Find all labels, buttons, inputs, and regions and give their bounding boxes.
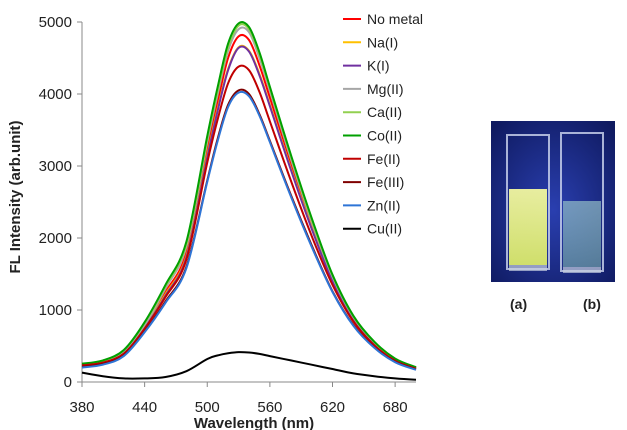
series-line-fe-ii [81,64,417,370]
x-axis: 380 440 500 560 620 680 [69,381,416,416]
legend-label: Mg(II) [367,81,404,97]
cuvette-a-liquid [509,189,547,265]
y-tick-label: 2000 [39,230,72,247]
cuvette-b-liquid [563,201,601,267]
series-line-fe-iii [81,88,417,371]
series-line-no-metal [81,33,417,369]
x-tick-label: 440 [132,399,157,416]
series-line-co-ii [81,21,417,369]
caption-a: (a) [510,296,528,312]
y-axis: 0 1000 2000 3000 4000 5000 [39,14,83,391]
legend-label: Fe(II) [367,151,400,167]
legend-label: Na(I) [367,34,398,50]
y-tick-label: 3000 [39,158,72,175]
cuvette-a [506,134,550,271]
legend: No metal Na(I) K(I) Mg(II) Ca(II) Co(II) Fe(II… [343,11,423,237]
x-tick-label: 500 [195,399,220,416]
series-line-zn-ii [81,90,417,371]
x-tick-label: 620 [320,399,345,416]
legend-label: No metal [367,11,423,27]
legend-label: Co(II) [367,128,402,144]
x-tick-label: 560 [257,399,282,416]
legend-label: Fe(III) [367,174,404,190]
caption-b: (b) [583,296,601,312]
y-tick-label: 4000 [39,86,72,103]
legend-label: K(I) [367,58,390,74]
legend-label: Zn(II) [367,197,400,213]
y-tick-label: 1000 [39,302,72,319]
y-tick-label: 0 [64,374,72,391]
x-axis-title: Wavelength (nm) [194,415,314,430]
y-tick-label: 5000 [39,14,72,31]
cuvette-photo [491,121,615,282]
legend-label: Cu(II) [367,221,402,237]
series-line-cu-ii [81,351,417,381]
legend-label: Ca(II) [367,104,402,120]
y-axis-title: FL Intensity (arb.unit) [7,120,24,273]
cuvette-b [560,132,604,273]
x-tick-label: 380 [69,399,94,416]
series-line-ca-ii [81,23,417,369]
x-tick-label: 680 [383,399,408,416]
series-lines [81,21,417,381]
series-line-mg-ii [81,26,417,369]
